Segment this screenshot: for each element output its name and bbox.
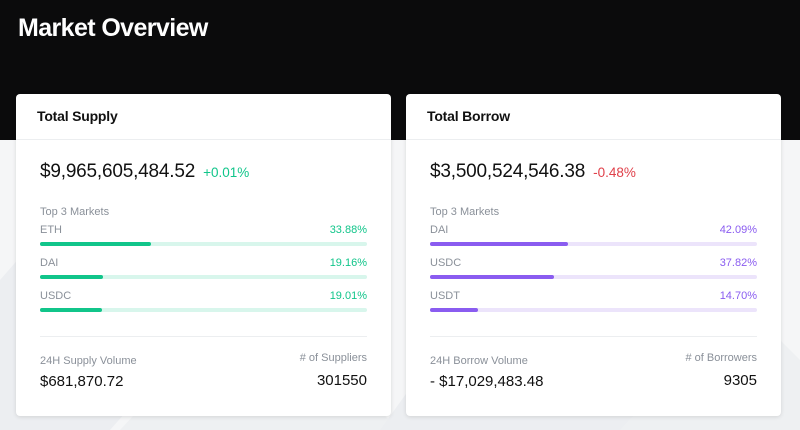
suppliers-count-label: # of Suppliers xyxy=(299,352,367,364)
market-name: DAI xyxy=(40,257,59,269)
total-borrow-value: $3,500,524,546.38 xyxy=(430,161,586,182)
market-percentage: 33.88% xyxy=(329,224,367,236)
market-percentage: 37.82% xyxy=(719,257,757,269)
supply-volume-value: $681,870.72 xyxy=(40,373,124,390)
total-borrow-card: Total Borrow $3,500,524,546.38 -0.48% To… xyxy=(406,94,781,416)
market-share-fill xyxy=(430,275,554,279)
market-name: USDC xyxy=(40,290,72,302)
borrow-change: -0.48% xyxy=(593,165,636,180)
market-name: ETH xyxy=(40,224,62,236)
market-share-bar xyxy=(430,242,757,246)
market-share-fill xyxy=(40,242,151,246)
market-percentage: 42.09% xyxy=(719,224,757,236)
market-share-bar xyxy=(430,275,757,279)
market-row[interactable]: USDC 37.82% xyxy=(430,257,757,283)
market-name: DAI xyxy=(430,224,449,236)
market-percentage: 19.01% xyxy=(329,290,367,302)
borrowers-count-value: 9305 xyxy=(723,372,757,389)
borrowers-count-label: # of Borrowers xyxy=(685,352,757,364)
page-title: Market Overview xyxy=(18,14,208,42)
market-share-fill xyxy=(430,308,479,312)
borrow-volume-label: 24H Borrow Volume xyxy=(430,355,528,367)
supply-change: +0.01% xyxy=(203,165,250,180)
market-row[interactable]: USDC 19.01% xyxy=(40,290,367,316)
total-borrow-row: $3,500,524,546.38 -0.48% xyxy=(430,161,636,183)
total-supply-card: Total Supply $9,965,605,484.52 +0.01% To… xyxy=(16,94,391,416)
market-share-fill xyxy=(40,308,103,312)
card-divider xyxy=(430,336,757,337)
market-row[interactable]: ETH 33.88% xyxy=(40,224,367,250)
market-row[interactable]: DAI 19.16% xyxy=(40,257,367,283)
total-supply-row: $9,965,605,484.52 +0.01% xyxy=(40,161,249,183)
top-markets-label: Top 3 Markets xyxy=(430,206,500,218)
market-name: USDC xyxy=(430,257,462,269)
market-row[interactable]: DAI 42.09% xyxy=(430,224,757,250)
card-title: Total Borrow xyxy=(406,94,781,140)
total-supply-value: $9,965,605,484.52 xyxy=(40,161,196,182)
market-share-fill xyxy=(430,242,568,246)
card-title: Total Supply xyxy=(16,94,391,140)
market-row[interactable]: USDT 14.70% xyxy=(430,290,757,316)
market-share-bar xyxy=(430,308,757,312)
market-share-fill xyxy=(40,275,103,279)
market-percentage: 14.70% xyxy=(719,290,757,302)
market-share-bar xyxy=(40,242,367,246)
borrow-volume-value: - $17,029,483.48 xyxy=(430,373,544,390)
market-share-bar xyxy=(40,308,367,312)
market-name: USDT xyxy=(430,290,460,302)
supply-volume-label: 24H Supply Volume xyxy=(40,355,137,367)
market-percentage: 19.16% xyxy=(329,257,367,269)
card-divider xyxy=(40,336,367,337)
market-share-bar xyxy=(40,275,367,279)
suppliers-count-value: 301550 xyxy=(316,372,367,389)
top-markets-label: Top 3 Markets xyxy=(40,206,110,218)
